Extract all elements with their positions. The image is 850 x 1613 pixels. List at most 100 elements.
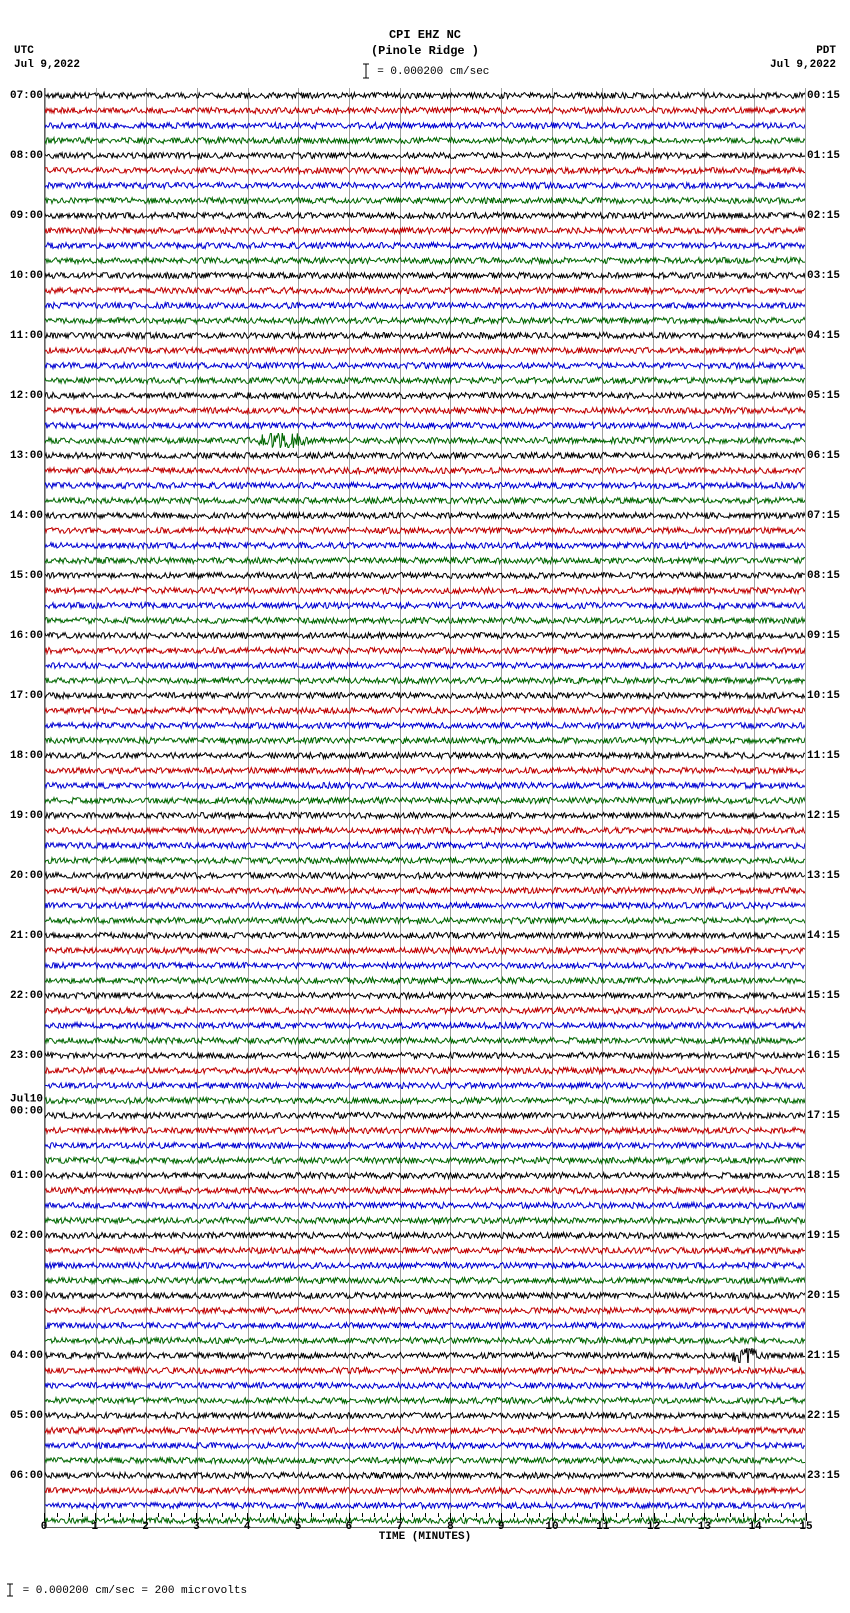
- seismic-trace: [45, 1393, 805, 1408]
- utc-time-label: 01:00: [1, 1170, 43, 1182]
- seismic-trace: [45, 748, 805, 763]
- trace-row: [45, 943, 805, 958]
- utc-time-label: 08:00: [1, 150, 43, 162]
- trace-row: [45, 1363, 805, 1378]
- xtick-minor: [336, 1513, 337, 1517]
- seismic-trace: [45, 373, 805, 388]
- seismic-trace: [45, 643, 805, 658]
- xtick-label: 4: [244, 1521, 251, 1533]
- seismic-trace: [45, 238, 805, 253]
- pdt-time-label: 21:15: [807, 1350, 840, 1362]
- utc-time-label: 19:00: [1, 810, 43, 822]
- trace-row: [45, 793, 805, 808]
- seismic-trace: [45, 823, 805, 838]
- station-location: (Pinole Ridge ): [0, 44, 850, 60]
- trace-row: 06:0023:15: [45, 1468, 805, 1483]
- trace-row: 17:0010:15: [45, 688, 805, 703]
- seismic-trace: [45, 223, 805, 238]
- trace-row: [45, 1498, 805, 1513]
- seismic-trace: [45, 1078, 805, 1093]
- xtick-minor: [158, 1513, 159, 1517]
- xtick-minor: [374, 1513, 375, 1517]
- xtick-minor: [793, 1513, 794, 1517]
- trace-row: [45, 1333, 805, 1348]
- trace-row: [45, 1243, 805, 1258]
- seismic-trace: [45, 448, 805, 463]
- xtick-major: [501, 1513, 502, 1521]
- seismic-trace: [45, 493, 805, 508]
- pdt-time-label: 08:15: [807, 570, 840, 582]
- seismic-trace: [45, 1033, 805, 1048]
- utc-time-label: 12:00: [1, 390, 43, 402]
- seismic-trace: [45, 193, 805, 208]
- seismic-trace: [45, 1213, 805, 1228]
- trace-row: [45, 1318, 805, 1333]
- trace-row: [45, 703, 805, 718]
- trace-row: [45, 1213, 805, 1228]
- trace-row: [45, 1198, 805, 1213]
- seismic-trace: [45, 598, 805, 613]
- chart-header: CPI EHZ NC (Pinole Ridge ) = 0.000200 cm…: [0, 0, 850, 79]
- xtick-minor: [362, 1513, 363, 1517]
- xtick-minor: [323, 1513, 324, 1517]
- xtick-major: [603, 1513, 604, 1521]
- xtick-minor: [222, 1513, 223, 1517]
- trace-row: 02:0019:15: [45, 1228, 805, 1243]
- seismic-trace: [45, 703, 805, 718]
- xtick-major: [552, 1513, 553, 1521]
- trace-row: [45, 238, 805, 253]
- seismic-trace: [45, 88, 805, 103]
- seismic-trace: [45, 838, 805, 853]
- seismic-trace: [45, 988, 805, 1003]
- scale-indicator: = 0.000200 cm/sec: [0, 63, 850, 79]
- seismic-trace: [45, 1138, 805, 1153]
- trace-row: Jul1000:0017:15: [45, 1108, 805, 1123]
- seismic-trace: [45, 733, 805, 748]
- utc-time-label: 06:00: [1, 1470, 43, 1482]
- xtick-minor: [57, 1513, 58, 1517]
- trace-row: 01:0018:15: [45, 1168, 805, 1183]
- xtick-minor: [184, 1513, 185, 1517]
- seismic-trace: [45, 1498, 805, 1513]
- trace-row: [45, 1258, 805, 1273]
- xtick-label: 15: [799, 1521, 812, 1533]
- utc-time-label: 18:00: [1, 750, 43, 762]
- xtick-minor: [692, 1513, 693, 1517]
- trace-row: [45, 733, 805, 748]
- xtick-minor: [171, 1513, 172, 1517]
- trace-row: 04:0021:15: [45, 1348, 805, 1363]
- seismic-trace: [45, 928, 805, 943]
- trace-row: [45, 853, 805, 868]
- seismic-trace: [45, 283, 805, 298]
- xtick-minor: [412, 1513, 413, 1517]
- trace-row: 03:0020:15: [45, 1288, 805, 1303]
- xtick-minor: [590, 1513, 591, 1517]
- seismic-trace: [45, 1243, 805, 1258]
- xtick-major: [349, 1513, 350, 1521]
- utc-time-label: 20:00: [1, 870, 43, 882]
- trace-row: [45, 1393, 805, 1408]
- pdt-time-label: 06:15: [807, 450, 840, 462]
- seismic-trace: [45, 718, 805, 733]
- seismic-trace: [45, 898, 805, 913]
- trace-row: 05:0022:15: [45, 1408, 805, 1423]
- utc-time-label: 05:00: [1, 1410, 43, 1422]
- seismic-trace: [45, 673, 805, 688]
- xtick-major: [704, 1513, 705, 1521]
- seismic-trace: [45, 658, 805, 673]
- xtick-major: [755, 1513, 756, 1521]
- seismic-trace: [45, 1018, 805, 1033]
- xtick-label: 1: [91, 1521, 98, 1533]
- seismic-trace: [45, 343, 805, 358]
- pdt-time-label: 05:15: [807, 390, 840, 402]
- xtick-major: [196, 1513, 197, 1521]
- footer-scale: = 0.000200 cm/sec = 200 microvolts: [4, 1583, 247, 1597]
- seismic-trace: [45, 268, 805, 283]
- trace-row: [45, 823, 805, 838]
- xtick-minor: [628, 1513, 629, 1517]
- seismic-trace: [45, 1468, 805, 1483]
- xtick-label: 12: [647, 1521, 660, 1533]
- utc-time-label: 03:00: [1, 1290, 43, 1302]
- trace-row: [45, 178, 805, 193]
- xtick-label: 3: [193, 1521, 200, 1533]
